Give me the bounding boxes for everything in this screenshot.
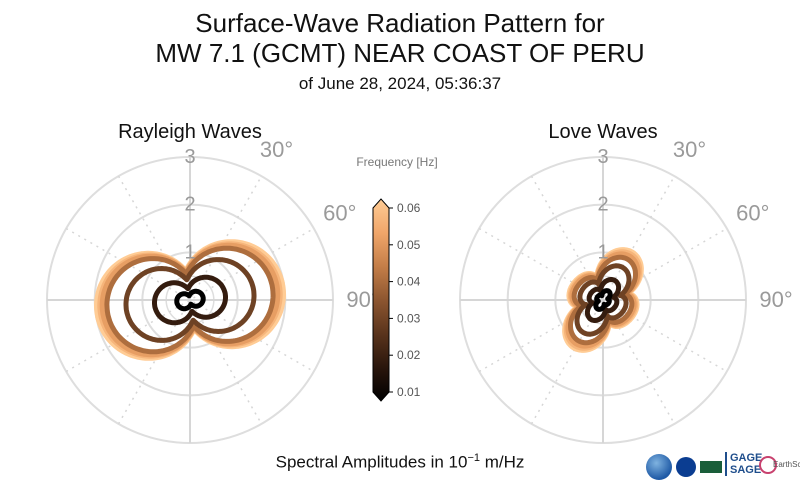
radial-tick-label: 1 — [184, 241, 195, 263]
chart-title-line2: MW 7.1 (GCMT) NEAR COAST OF PERU — [155, 38, 645, 68]
radial-tick-label: 3 — [184, 146, 195, 168]
amplitude-units-label: Spectral Amplitudes in 10−1 m/Hz — [0, 452, 800, 473]
colorbar-tick-label: 0.03 — [397, 311, 421, 325]
radiation-curve-0.01 — [174, 288, 206, 312]
nasa-logo-icon — [676, 457, 696, 477]
gage-text: GAGE — [730, 452, 763, 464]
angle-tick-label: 60° — [736, 201, 769, 226]
angular-grid-line — [117, 175, 263, 425]
polar-plot-love: 1 2 3 30° 60° 90° Love Waves — [459, 121, 793, 444]
chart-subtitle: of June 28, 2024, 05:36:37 — [298, 74, 502, 93]
radiation-curve-0.02 — [584, 277, 622, 323]
units-base: 10 — [448, 452, 468, 472]
angular-grid-line — [478, 227, 728, 373]
polar-plots: 1 2 3 30° 60° 90° Rayleigh Waves 1 2 3 30° 60° 90° Lo… — [46, 121, 793, 444]
polar-plot-rayleigh: 123 30°60°90°Rayleigh Waves — [46, 121, 380, 444]
usgs-logo-icon — [700, 461, 722, 473]
earthscope-logo-icon — [759, 456, 777, 474]
angular-grid-line — [478, 227, 728, 373]
radiation-curve-0.03 — [574, 263, 632, 337]
angular-grid-line — [530, 175, 676, 425]
colorbar-tick-label: 0.04 — [397, 275, 421, 289]
radiation-curve-0.02 — [152, 274, 228, 326]
frequency-colorbar: Frequency [Hz] 0.06 0.05 0.04 0.03 0.02 0.01 — [356, 155, 438, 402]
angle-tick-label: 90° — [759, 287, 792, 312]
radiation-curve-0.01 — [593, 288, 613, 312]
units-exponent: −1 — [467, 452, 480, 464]
sponsor-logos: GAGE SAGE EarthScope — [646, 450, 800, 486]
radiation-curve-0.04 — [104, 245, 276, 355]
colorbar-title: Frequency [Hz] — [356, 155, 437, 169]
radiation-curve-0.03 — [123, 257, 257, 343]
angular-grid-line — [117, 175, 263, 425]
units-unit: m/Hz — [480, 452, 525, 472]
angle-tick-label: 60° — [323, 201, 356, 226]
colorbar-tick-label: 0.06 — [397, 201, 421, 215]
angular-grid-line — [530, 175, 676, 425]
nsf-logo-icon — [646, 454, 672, 480]
radial-tick-label: 2 — [184, 194, 195, 216]
angular-grid-line — [65, 227, 315, 373]
panel-title: Rayleigh Waves — [118, 121, 262, 143]
units-prefix: Spectral Amplitudes in — [275, 452, 449, 472]
chart-title-line1: Surface-Wave Radiation Pattern for — [195, 8, 605, 38]
angle-tick-label: 30° — [673, 137, 706, 162]
panel-title: Love Waves — [548, 121, 657, 143]
radial-tick-label: 3 — [597, 146, 608, 168]
colorbar-tick-label: 0.02 — [397, 348, 421, 362]
angular-grid-line — [65, 227, 315, 373]
colorbar-tick-label: 0.01 — [397, 385, 421, 399]
radial-tick-label: 2 — [597, 194, 608, 216]
colorbar-tick-label: 0.05 — [397, 238, 421, 252]
radiation-curve-0.04 — [568, 254, 638, 346]
angle-tick-label: 30° — [260, 137, 293, 162]
colorbar-gradient — [372, 198, 390, 402]
gage-sage-logo: GAGE SAGE — [725, 452, 762, 476]
sage-text: SAGE — [730, 464, 762, 476]
radial-tick-label: 1 — [597, 241, 608, 263]
earthscope-text: EarthScope — [773, 460, 800, 469]
